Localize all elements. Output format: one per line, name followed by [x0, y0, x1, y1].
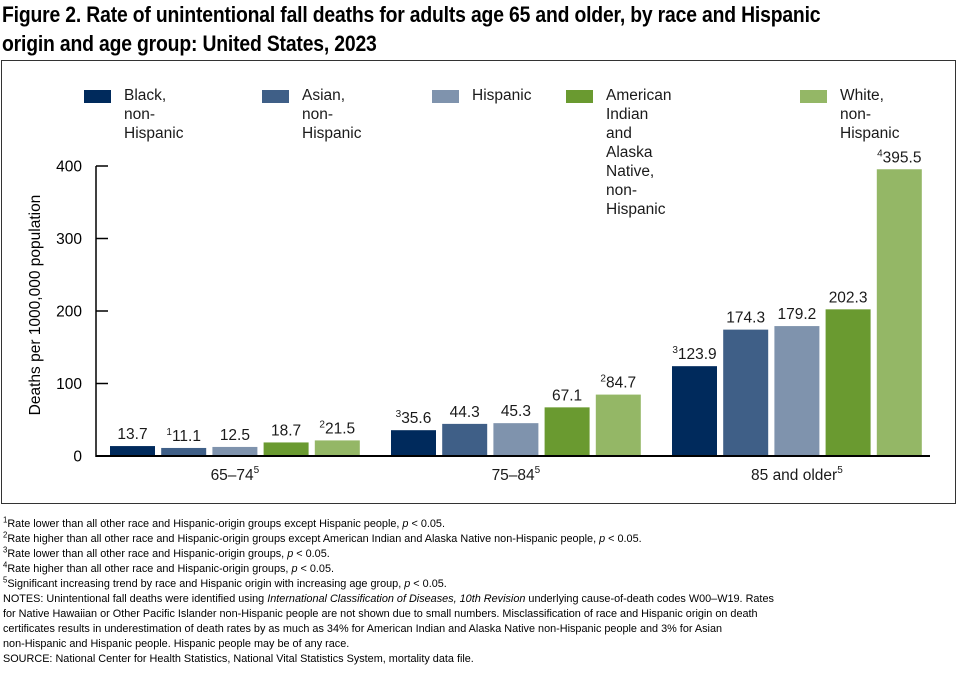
source-line: SOURCE: National Center for Health Stati… — [3, 653, 474, 665]
data-label: 174.3 — [726, 310, 765, 327]
data-label: 179.2 — [778, 306, 817, 323]
footnote-2: 2Rate higher than all other race and His… — [3, 530, 642, 545]
legend-swatch — [262, 90, 289, 103]
data-label-value: 21.5 — [325, 420, 355, 437]
data-label-superscript: 4 — [877, 148, 883, 159]
legend-swatch — [800, 90, 827, 103]
y-axis-title: Deaths per 1000,000 population — [27, 195, 44, 416]
bar — [723, 329, 769, 455]
legend-label: White, non-Hispanic — [840, 87, 900, 142]
data-label: 13.7 — [117, 426, 147, 443]
category-superscript: 5 — [535, 465, 541, 476]
data-label-value: 84.7 — [606, 375, 636, 392]
y-tick-label: 100 — [56, 376, 82, 393]
figure-title-line-1: Figure 2. Rate of unintentional fall dea… — [2, 2, 821, 27]
bar — [672, 366, 717, 455]
notes-line-2: for Native Hawaiian or Other Pacific Isl… — [3, 608, 758, 620]
bar — [493, 423, 539, 455]
data-label-superscript: 2 — [319, 419, 325, 430]
data-label: 3123.9 — [672, 345, 716, 363]
category-label: 85 and older5 — [751, 465, 843, 484]
bar — [161, 447, 207, 455]
footnote-4: 4Rate higher than all other race and His… — [3, 560, 335, 575]
y-tick-label: 400 — [56, 159, 82, 176]
bar — [442, 423, 488, 455]
y-tick-label: 300 — [56, 231, 82, 248]
legend-label: Black, non-Hispanic — [124, 87, 184, 142]
data-label: 111.1 — [166, 427, 201, 445]
axes: 0 100 200 300 400 Deaths per 1000,000 populat… — [27, 159, 930, 466]
chart-frame — [1, 60, 956, 504]
category-label-text: 85 and older — [751, 467, 837, 484]
bar — [263, 442, 309, 455]
footnote-3: 3Rate lower than all other race and Hisp… — [3, 545, 330, 560]
legend-swatch — [84, 90, 111, 103]
figure-title: Figure 2. Rate of unintentional fall dea… — [2, 0, 824, 58]
bar — [774, 326, 820, 455]
legend-label: American Indian and Alaska Native, non-H… — [606, 87, 672, 218]
data-label-superscript: 2 — [600, 374, 606, 385]
legend-label: Hispanic — [472, 87, 532, 104]
legend-swatch — [566, 90, 593, 103]
bar — [391, 430, 436, 455]
notes-line-3: certificates results in underestimation … — [3, 623, 723, 635]
data-label: 18.7 — [271, 422, 301, 439]
bar — [825, 309, 871, 455]
data-label: 284.7 — [600, 374, 636, 392]
data-label: 12.5 — [220, 427, 250, 444]
data-label-value: 11.1 — [172, 428, 201, 445]
data-label-value: 123.9 — [678, 346, 717, 363]
data-label: 221.5 — [319, 419, 355, 437]
y-tick-label: 0 — [73, 449, 82, 466]
bar — [110, 446, 155, 455]
data-label-value: 395.5 — [883, 149, 922, 166]
data-label: 335.6 — [396, 409, 432, 427]
legend-label: Asian, non-Hispanic — [302, 87, 362, 142]
data-label-value: 35.6 — [401, 410, 431, 427]
legend-swatch — [432, 90, 459, 103]
y-tick-label: 200 — [56, 304, 82, 321]
category-superscript: 5 — [837, 465, 843, 476]
data-label: 45.3 — [501, 403, 531, 420]
data-label: 44.3 — [450, 404, 480, 421]
bar — [595, 394, 641, 455]
data-label-superscript: 1 — [166, 427, 172, 438]
data-label: 202.3 — [829, 289, 868, 306]
data-label-superscript: 3 — [396, 409, 402, 420]
notes-line-1: NOTES: Unintentional fall deaths were id… — [3, 593, 774, 605]
bar — [212, 446, 258, 455]
footnotes-and-notes: 1Rate lower than all other race and Hisp… — [3, 515, 929, 667]
category-superscript: 5 — [254, 465, 260, 476]
bar — [314, 440, 360, 455]
category-label-text: 65–74 — [211, 467, 254, 484]
bar — [544, 407, 590, 455]
footnote-5: 5Significant increasing trend by race an… — [3, 575, 447, 590]
category-label-text: 75–84 — [492, 467, 535, 484]
footnote-1: 1Rate lower than all other race and Hisp… — [3, 515, 445, 530]
bar — [876, 169, 922, 455]
data-label-superscript: 3 — [672, 345, 678, 356]
category-label: 75–845 — [492, 465, 541, 484]
figure-title-line-2: origin and age group: United States, 202… — [2, 31, 377, 56]
data-label: 4395.5 — [877, 148, 921, 166]
category-label: 65–745 — [211, 465, 260, 484]
bars — [110, 169, 922, 455]
data-label: 67.1 — [552, 387, 582, 404]
notes-line-4: non-Hispanic and Hispanic people. Hispan… — [3, 638, 350, 650]
